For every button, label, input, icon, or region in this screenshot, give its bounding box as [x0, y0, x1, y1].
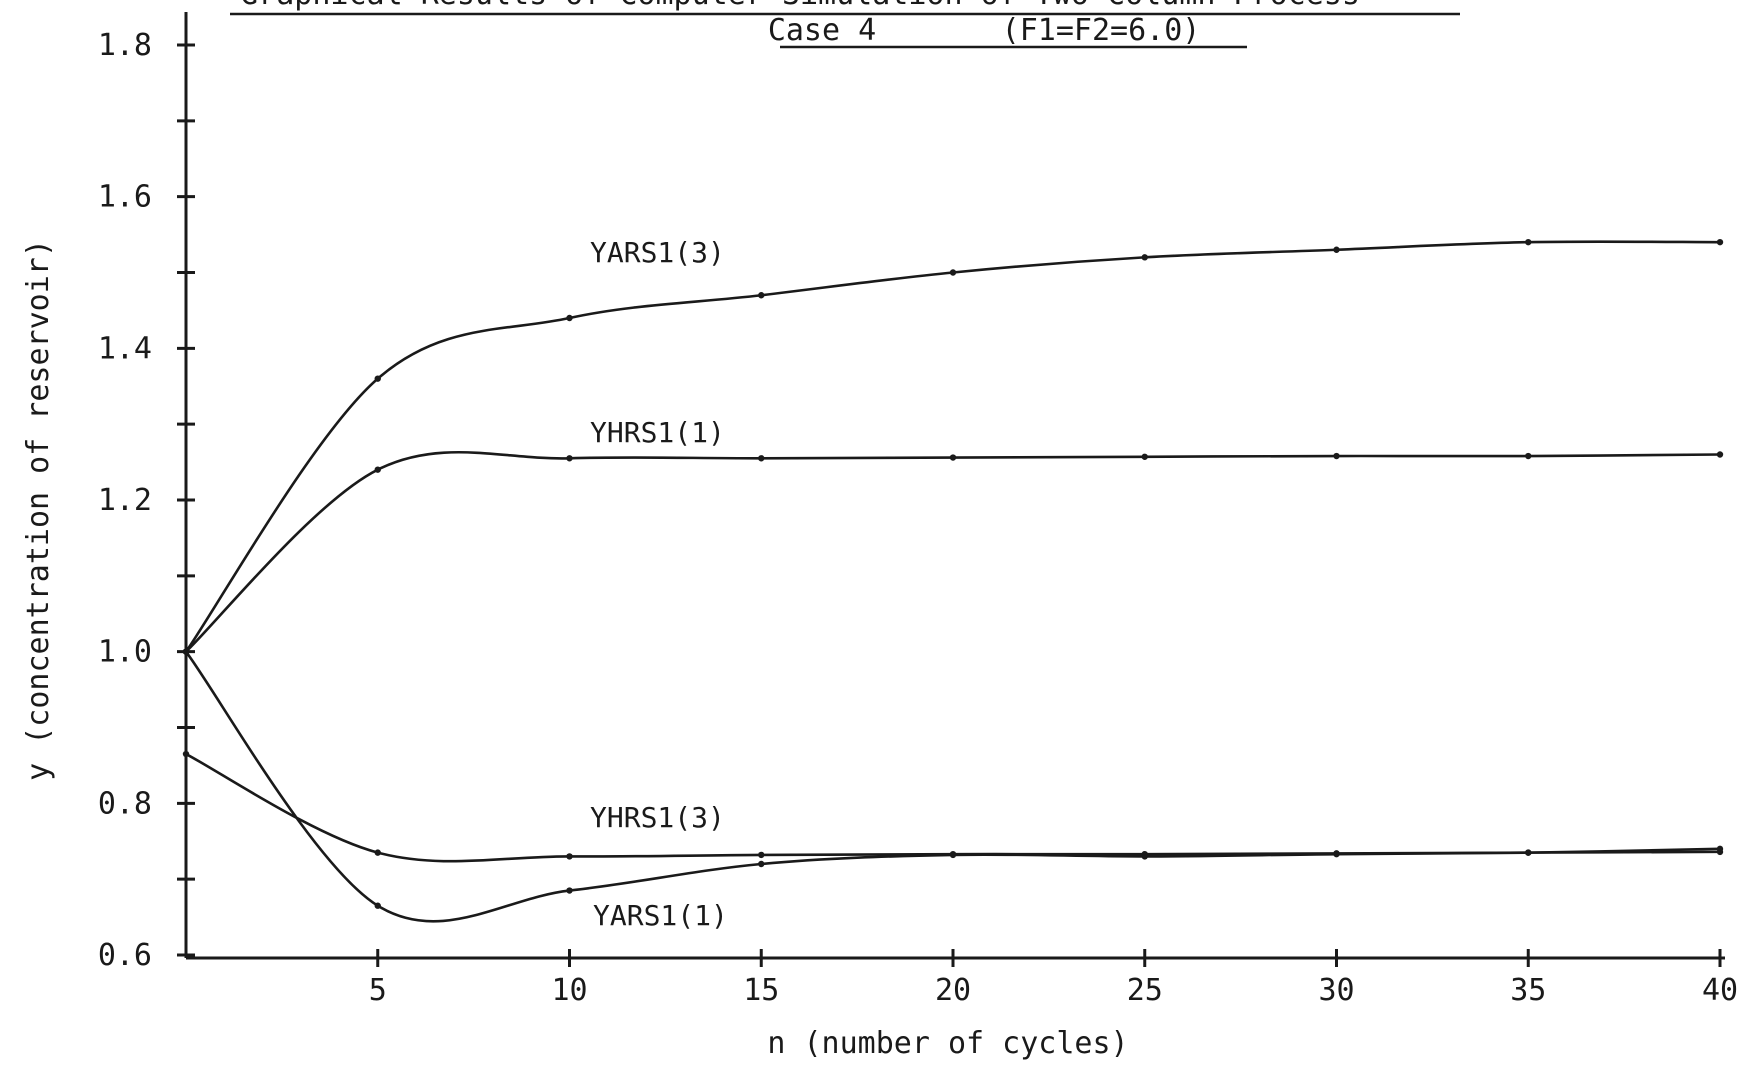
- y-tick-label: 0.6: [98, 938, 152, 973]
- data-point: [949, 269, 957, 276]
- x-axis-label: n (number of cycles): [767, 1026, 1128, 1061]
- data-point: [182, 750, 190, 758]
- series-line: [184, 240, 1722, 653]
- data-point: [1333, 452, 1340, 460]
- y-tick-label: 1.6: [98, 180, 152, 215]
- series-label-yars1-3: YARS1(3): [590, 236, 725, 269]
- data-point: [1333, 850, 1340, 858]
- series-label-yhrs1-3: YHRS1(3): [590, 801, 725, 834]
- data-point: [1141, 853, 1148, 860]
- y-tick-label: 1.4: [98, 331, 152, 366]
- series-line: [184, 650, 1722, 923]
- x-tick-label: 30: [1318, 973, 1354, 1008]
- x-tick-label: 40: [1702, 973, 1737, 1008]
- data-point: [182, 648, 190, 655]
- data-point: [566, 314, 573, 322]
- x-tick-label: 10: [551, 973, 587, 1008]
- data-point: [1141, 254, 1148, 261]
- y-tick-label: 1.0: [98, 635, 152, 670]
- y-axis-label: y (concentration of reservoir): [21, 239, 56, 781]
- data-point: [1525, 238, 1532, 246]
- data-point: [566, 455, 573, 462]
- data-point: [1716, 238, 1724, 246]
- data-point: [758, 860, 765, 868]
- chart-subtitle-params: (F1=F2=6.0): [1002, 13, 1201, 48]
- y-tick-label: 0.8: [98, 786, 152, 821]
- series-label-yars1-1: YARS1(1): [593, 899, 728, 932]
- data-point: [566, 853, 573, 860]
- data-point: [374, 849, 381, 856]
- data-point: [758, 455, 765, 462]
- data-point: [949, 454, 957, 461]
- x-tick-label: 15: [743, 973, 779, 1008]
- data-point: [1716, 451, 1724, 458]
- data-point: [1716, 845, 1724, 853]
- chart-title: Graphical Results of Computer Simulation…: [240, 0, 1360, 12]
- series-line: [184, 450, 1722, 653]
- data-point: [758, 292, 765, 299]
- series-line: [184, 752, 1722, 863]
- data-point: [374, 375, 381, 382]
- x-tick-label: 35: [1510, 973, 1546, 1008]
- data-point: [374, 466, 381, 473]
- series-label-yhrs1-1: YHRS1(1): [590, 416, 725, 449]
- data-point: [949, 851, 957, 859]
- data-point: [374, 902, 381, 909]
- data-point: [1525, 849, 1532, 856]
- data-point: [1141, 453, 1148, 460]
- x-tick-label: 20: [935, 973, 971, 1008]
- data-point: [758, 851, 765, 859]
- data-point: [566, 887, 573, 894]
- y-tick-label: 1.8: [98, 28, 152, 63]
- y-ticks: 0.6 0.8 1.0 1.2 1.4 1.6 1.8: [98, 28, 195, 973]
- x-ticks: 5 10 15 20 25 30 35 40: [369, 949, 1737, 1008]
- data-point: [1333, 246, 1340, 253]
- data-point: [1525, 452, 1532, 460]
- series-layer: [182, 238, 1724, 923]
- x-tick-label: 5: [369, 973, 387, 1008]
- y-tick-label: 1.2: [98, 483, 152, 518]
- x-tick-label: 25: [1127, 973, 1163, 1008]
- chart-subtitle-case: Case 4: [768, 13, 876, 48]
